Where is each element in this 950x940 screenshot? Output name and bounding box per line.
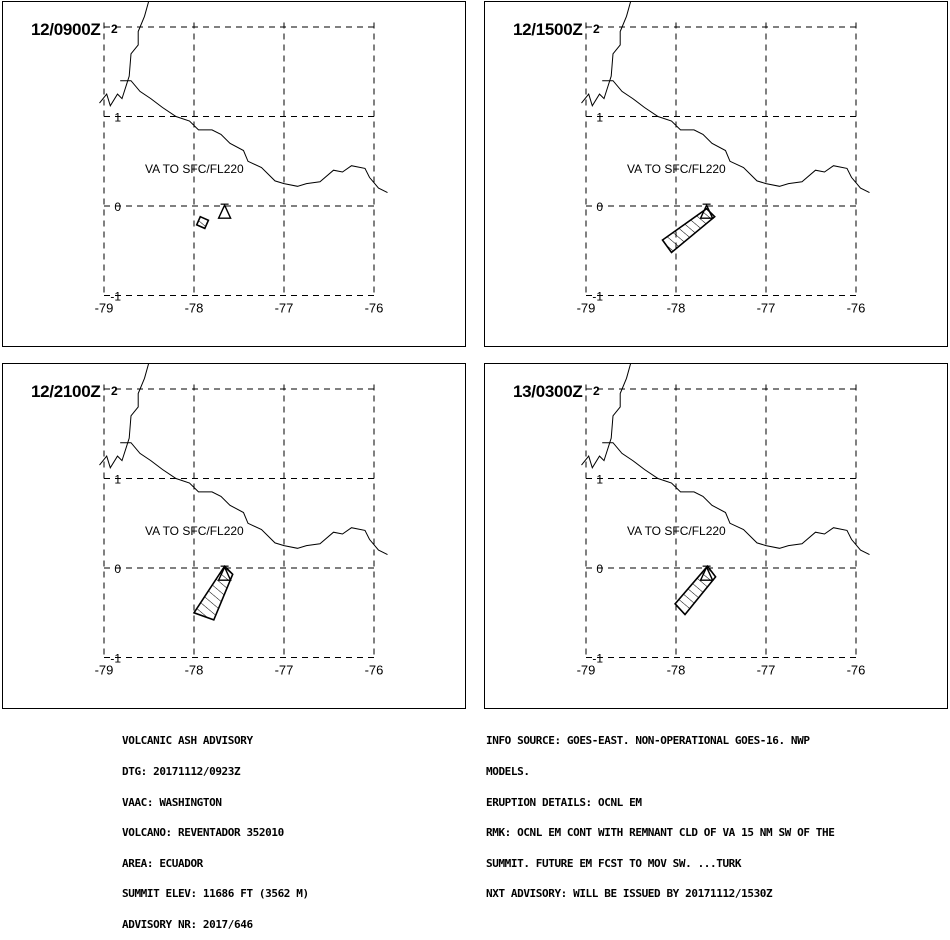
lat-label: 1 [596,111,603,125]
lon-label: -77 [275,301,294,316]
ash-cloud-polygon [661,207,716,254]
ash-area-label: VA TO SFC/FL220 [145,162,244,176]
ash-area-label: VA TO SFC/FL220 [627,162,726,176]
advisory-line: VAAC: WASHINGTON [122,795,222,809]
forecast-panel-1: -79 -78 -77 -76 1 0 -1 2 VA TO SFC/FL220 12/0900… [2,1,466,347]
advisory-line: RMK: OCNL EM CONT WITH REMNANT CLD OF VA… [486,826,835,840]
lon-label: -79 [577,301,596,316]
volcano-icon [699,203,714,219]
lon-label: -77 [757,663,776,678]
country-border [120,80,388,194]
lat-label: 1 [114,473,121,487]
advisory-line: MODELS. [486,765,530,778]
advisory-line: ERUPTION DETAILS: OCNL EM [486,795,642,809]
lat-label: -1 [110,290,121,304]
advisory-line: VOLCANO: REVENTADOR 352010 [122,826,284,840]
lon-label: -78 [667,301,686,316]
lon-label: -77 [757,301,776,316]
forecast-panel-4: -79 -78 -77 -76 1 0 -1 2 VA TO SFC/FL220 13/0300… [484,363,948,709]
panel-time: 12/1500Z [513,20,583,39]
country-border [602,442,870,556]
lat-label: -1 [592,652,603,666]
advisory-line: SUMMIT ELEV: 11686 FT (3562 M) [122,887,309,901]
lon-label: -79 [95,663,114,678]
volcano-icon [699,565,714,581]
lon-label: -79 [577,663,596,678]
lat-label: 0 [596,200,603,214]
advisory-details-text: INFO SOURCE: GOES-EAST. NON-OPERATIONAL … [486,716,835,910]
lat-label: 2 [593,384,600,398]
advisory-line: INFO SOURCE: GOES-EAST. NON-OPERATIONAL … [486,734,810,748]
coastline-border [99,2,150,108]
map-canvas: -79 -78 -77 -76 1 0 -1 2 VA TO SFC/FL220 [95,364,388,678]
lat-label: 2 [111,384,118,398]
lon-label: -76 [365,663,384,678]
lat-label: 1 [114,111,121,125]
lat-label: -1 [592,290,603,304]
lon-label: -77 [275,663,294,678]
advisory-line: NXT ADVISORY: WILL BE ISSUED BY 20171112… [486,887,773,901]
volcano-icon [217,565,232,581]
lon-label: -78 [667,663,686,678]
advisory-line: ADVISORY NR: 2017/646 [122,917,253,931]
country-border [602,80,870,194]
lat-label: 1 [596,473,603,487]
ash-area-label: VA TO SFC/FL220 [627,524,726,538]
volcano-icon [217,203,232,219]
lon-label: -76 [365,301,384,316]
ash-cloud-polygon [192,564,234,621]
lon-label: -78 [185,663,204,678]
forecast-panel-3: -79 -78 -77 -76 1 0 -1 2 VA TO SFC/FL220 12/2100… [2,363,466,709]
map-canvas: -79 -78 -77 -76 1 0 -1 2 VA TO SFC/FL220 [577,364,870,678]
map-canvas: -79 -78 -77 -76 1 0 -1 2 VA TO SFC/FL220 [577,2,870,316]
lat-label: 0 [114,562,121,576]
country-border [120,442,388,556]
map-canvas: -79 -78 -77 -76 1 0 -1 2 VA TO SFC/FL220 [95,2,388,316]
advisory-line: AREA: ECUADOR [122,856,203,870]
coastline-border [99,364,150,470]
advisory-line: SUMMIT. FUTURE EM FCST TO MOV SW. ...TUR… [486,856,742,870]
lon-label: -79 [95,301,114,316]
advisory-line: DTG: 20171112/0923Z [122,765,241,778]
lat-label: -1 [110,652,121,666]
lon-label: -76 [847,301,866,316]
lon-label: -76 [847,663,866,678]
ash-cloud-polygon [195,215,210,230]
coastline-border [581,364,632,470]
forecast-panel-2: -79 -78 -77 -76 1 0 -1 2 VA TO SFC/FL220 12/1500… [484,1,948,347]
panel-time: 13/0300Z [513,382,583,401]
panel-time: 12/0900Z [31,20,101,39]
coastline-border [581,2,632,108]
lat-label: 2 [593,22,600,36]
lat-label: 2 [111,22,118,36]
ash-cloud-polygon [674,564,717,616]
lat-label: 0 [596,562,603,576]
advisory-line: VOLCANIC ASH ADVISORY [122,734,253,748]
lon-label: -78 [185,301,204,316]
advisory-header-text: VOLCANIC ASH ADVISORY DTG: 20171112/0923… [122,716,309,940]
ash-area-label: VA TO SFC/FL220 [145,524,244,538]
panel-time: 12/2100Z [31,382,101,401]
lat-label: 0 [114,200,121,214]
